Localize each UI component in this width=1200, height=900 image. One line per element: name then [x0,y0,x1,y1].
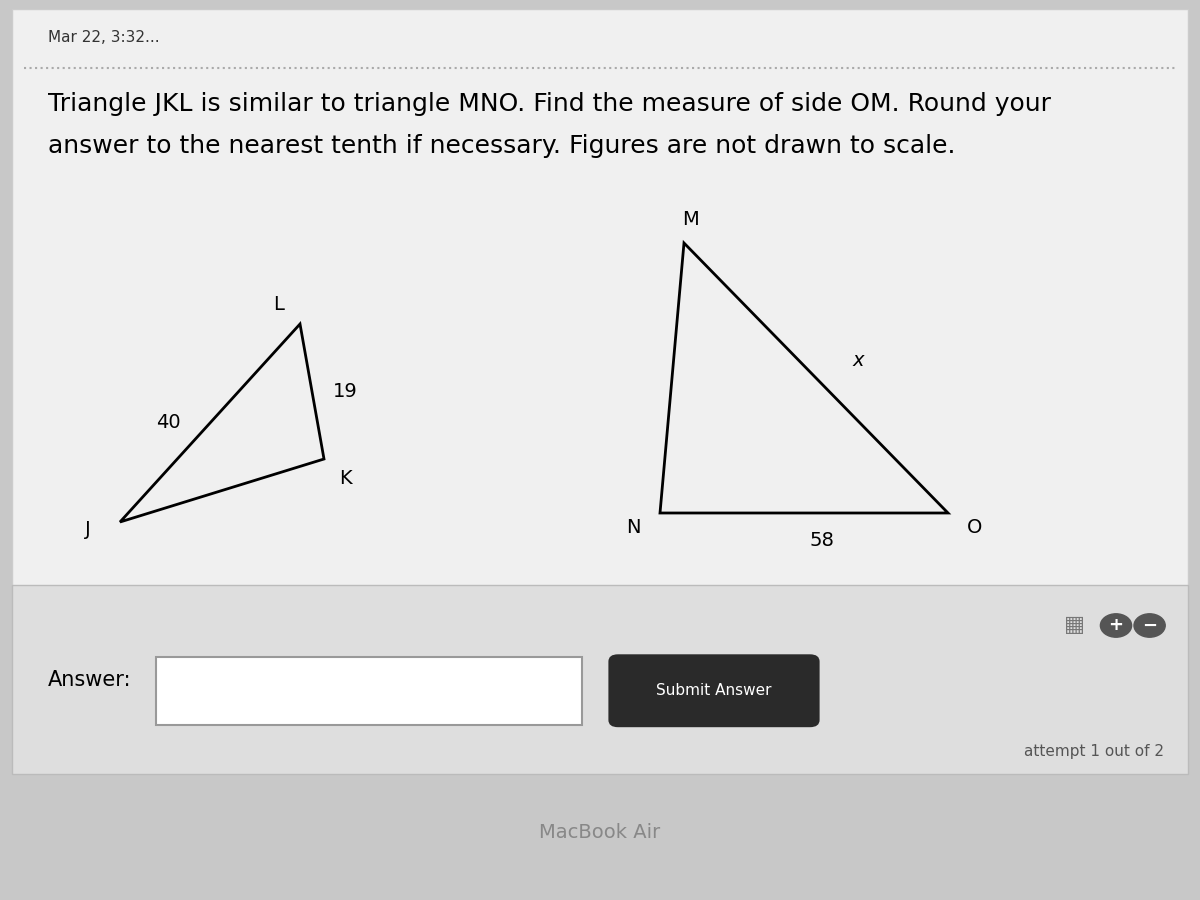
Text: J: J [85,519,90,539]
Text: 40: 40 [156,413,180,433]
Text: L: L [272,294,284,314]
Text: 58: 58 [810,530,834,550]
Text: K: K [340,469,352,489]
Text: Mar 22, 3:32...: Mar 22, 3:32... [48,31,160,45]
Bar [12,585,1188,774]
Bar [156,657,582,724]
Text: MacBook Air: MacBook Air [539,823,661,842]
Text: Submit Answer: Submit Answer [656,683,772,698]
Text: N: N [626,518,641,537]
Circle shape [1100,614,1132,637]
Text: ▦: ▦ [1063,616,1085,635]
Text: Triangle JKL is similar to triangle MNO. Find the measure of side OM. Round your: Triangle JKL is similar to triangle MNO.… [48,92,1051,115]
Text: answer to the nearest tenth if necessary. Figures are not drawn to scale.: answer to the nearest tenth if necessary… [48,134,955,158]
Text: M: M [682,210,698,230]
FancyBboxPatch shape [608,654,820,727]
Text: O: O [967,518,982,537]
Text: Answer:: Answer: [48,670,132,689]
Text: −: − [1142,616,1157,634]
Text: +: + [1109,616,1123,634]
Circle shape [1134,614,1165,637]
Text: 19: 19 [334,382,358,401]
Text: x: x [852,350,864,370]
Bar [12,9,1188,774]
Text: attempt 1 out of 2: attempt 1 out of 2 [1024,744,1164,759]
